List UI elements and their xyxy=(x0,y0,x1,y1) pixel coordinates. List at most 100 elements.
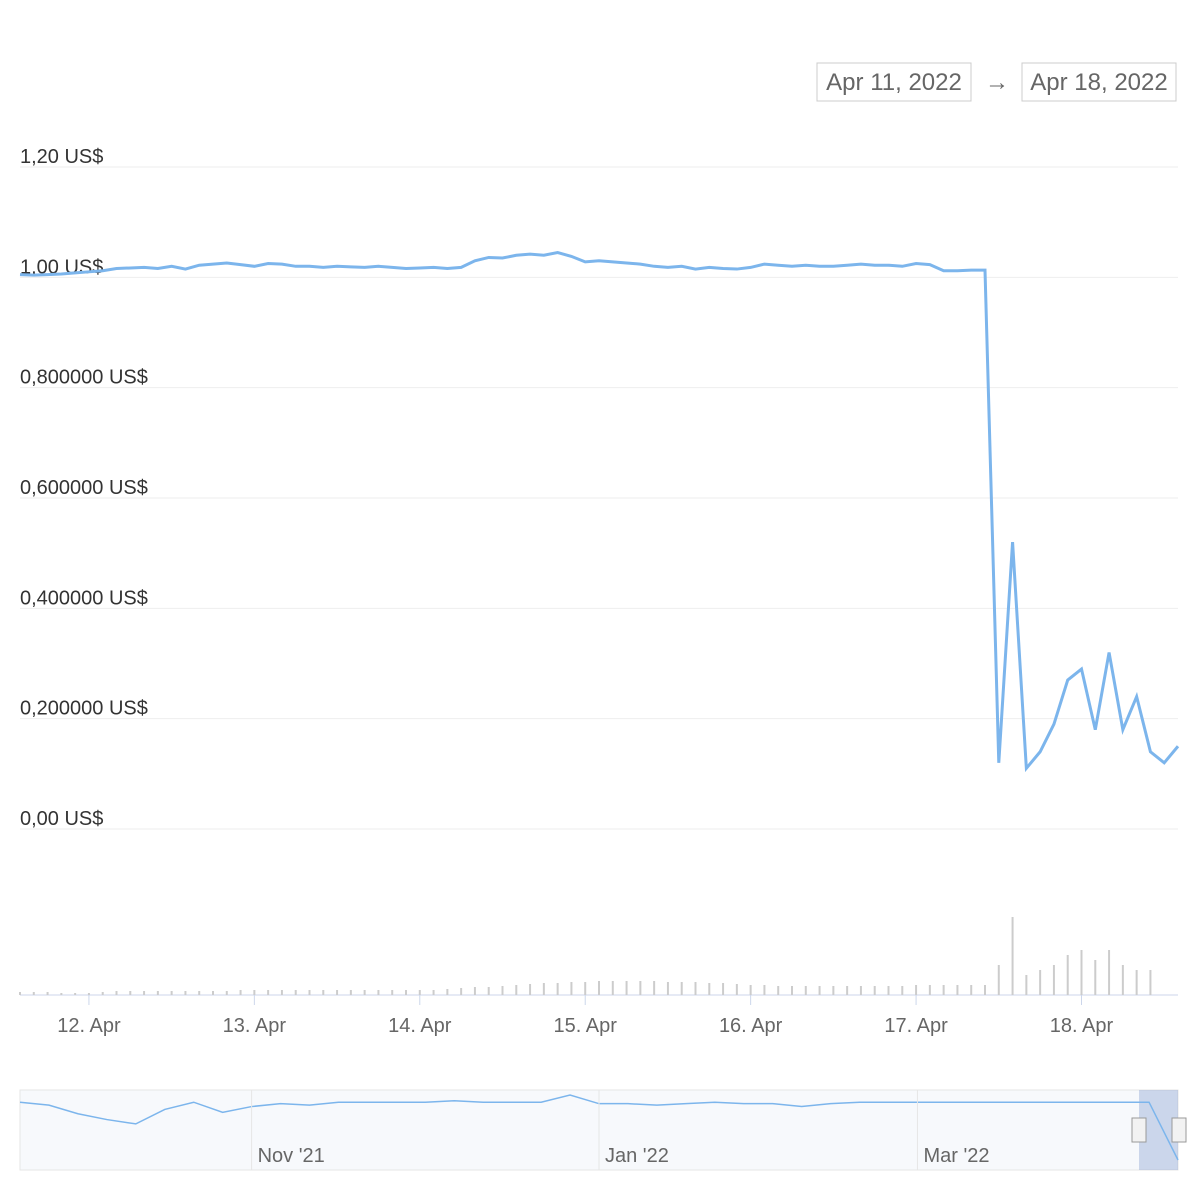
volume-bar xyxy=(1066,955,1069,995)
volume-bar xyxy=(405,990,407,995)
volume-bar xyxy=(722,983,725,995)
volume-bar xyxy=(625,981,628,995)
volume-bar xyxy=(1039,970,1042,995)
volume-bar xyxy=(46,992,49,995)
x-tick-label: 14. Apr xyxy=(388,1015,452,1037)
volume-bar xyxy=(777,986,780,995)
volume-bar xyxy=(501,986,504,995)
volume-bar xyxy=(1094,960,1097,995)
navigator-label: Nov '21 xyxy=(258,1145,325,1167)
y-tick-label: 0,200000 US$ xyxy=(20,698,148,720)
volume-bar xyxy=(666,982,669,995)
volume-bar xyxy=(87,993,90,995)
volume-bar xyxy=(487,987,490,995)
volume-bar xyxy=(846,986,849,995)
volume-bar xyxy=(1108,950,1111,995)
navigator-handle[interactable] xyxy=(1131,1117,1147,1143)
x-tick-label: 16. Apr xyxy=(719,1015,783,1037)
volume-bar xyxy=(418,990,421,995)
volume-bar xyxy=(942,985,945,995)
range-from-input[interactable] xyxy=(816,62,972,102)
volume-bar xyxy=(143,991,146,995)
navigator-handle[interactable] xyxy=(1171,1117,1187,1143)
volume-bar xyxy=(225,991,228,995)
volume-bar xyxy=(1052,965,1055,995)
volume-bar xyxy=(280,990,283,995)
volume-bar xyxy=(473,987,476,995)
range-arrow: → xyxy=(985,69,1009,96)
volume-bar xyxy=(32,992,35,995)
volume-bar xyxy=(308,990,311,995)
navigator-label: Mar '22 xyxy=(923,1145,989,1167)
volume-bar xyxy=(556,983,559,995)
volume-bar xyxy=(1121,965,1124,995)
volume-bar xyxy=(791,986,793,995)
volume-bar xyxy=(694,982,697,995)
volume-bar xyxy=(322,990,325,995)
volume-bar xyxy=(336,990,339,995)
volume-bar xyxy=(1080,950,1083,995)
volume-bar xyxy=(928,985,931,995)
range-to[interactable]: Apr 18, 2022 xyxy=(1030,69,1167,96)
volume-bar xyxy=(432,990,435,995)
volume-bar xyxy=(253,990,256,995)
volume-bar xyxy=(1135,970,1138,995)
volume-bar xyxy=(970,985,973,995)
volume-bar xyxy=(956,985,959,995)
volume-bar xyxy=(60,993,63,995)
volume-bar xyxy=(680,982,683,995)
volume-bar xyxy=(901,986,904,995)
volume-bar xyxy=(887,986,890,995)
volume-bar xyxy=(915,985,918,995)
volume-bar xyxy=(584,982,587,995)
range-from[interactable]: Apr 11, 2022 xyxy=(826,69,962,96)
volume-bar xyxy=(391,990,394,995)
y-tick-label: 1,20 US$ xyxy=(20,146,103,168)
volume-bar xyxy=(570,982,573,995)
volume-bar xyxy=(129,991,132,995)
volume-bar xyxy=(1011,917,1014,995)
volume-bar xyxy=(170,991,173,995)
volume-bar xyxy=(859,986,862,995)
volume-bar xyxy=(74,993,77,995)
volume-bar xyxy=(708,983,711,995)
volume-bar xyxy=(763,985,766,995)
volume-bar xyxy=(115,991,118,995)
volume-bar xyxy=(542,983,545,995)
volume-bar xyxy=(598,981,600,995)
volume-bar xyxy=(363,990,366,995)
y-tick-label: 0,600000 US$ xyxy=(20,477,148,499)
volume-bar xyxy=(529,984,532,995)
volume-bar xyxy=(1025,975,1028,995)
volume-bar xyxy=(349,990,352,995)
volume-bar xyxy=(611,981,614,995)
volume-bar xyxy=(267,990,270,995)
range-to-input[interactable] xyxy=(1021,62,1177,102)
x-tick-label: 17. Apr xyxy=(884,1015,948,1037)
volume-bar xyxy=(984,985,986,995)
volume-bar xyxy=(1149,970,1152,995)
navigator-label: Jan '22 xyxy=(605,1145,669,1167)
volume-bar xyxy=(804,986,807,995)
volume-bar xyxy=(832,986,835,995)
volume-bar xyxy=(446,989,449,995)
volume-bar xyxy=(653,981,656,995)
volume-bar xyxy=(873,986,876,995)
x-tick-label: 13. Apr xyxy=(223,1015,287,1037)
y-tick-label: 0,00 US$ xyxy=(20,808,103,830)
volume-bar xyxy=(184,991,187,995)
volume-bar xyxy=(818,986,821,995)
volume-bar xyxy=(997,965,1000,995)
volume-bar xyxy=(749,985,752,995)
volume-bar xyxy=(198,991,201,995)
volume-bar xyxy=(101,992,104,995)
x-tick-label: 18. Apr xyxy=(1050,1015,1114,1037)
volume-bar xyxy=(639,981,642,995)
volume-bar xyxy=(460,988,463,995)
y-tick-label: 0,400000 US$ xyxy=(20,587,148,609)
volume-bar xyxy=(156,991,159,995)
volume-bar xyxy=(377,990,380,995)
volume-bar xyxy=(735,984,738,995)
price-line xyxy=(19,250,1180,773)
